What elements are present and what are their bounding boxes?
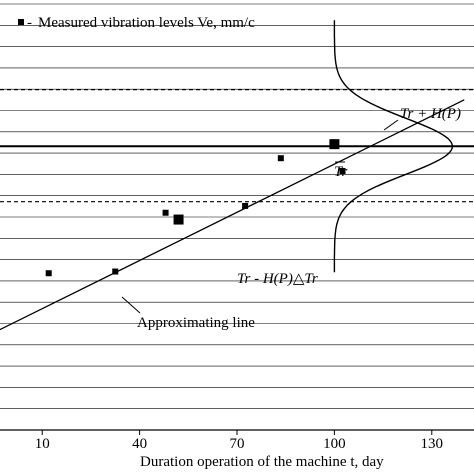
key-point xyxy=(173,214,184,225)
axis-layer: 10 40 70 100 130 xyxy=(0,429,474,452)
grid-layer xyxy=(0,3,474,431)
data-point xyxy=(242,202,249,209)
data-points-layer xyxy=(45,139,346,277)
upper-level-leader xyxy=(383,119,399,131)
x-tick-label: 40 xyxy=(132,436,147,452)
annotation-lower-level: Tr - H(P)△Tr xyxy=(237,271,318,287)
key-point xyxy=(329,139,340,150)
legend-marker xyxy=(18,19,24,25)
annotation-approximating-line: Approximating line xyxy=(137,315,255,331)
annotation-upper-level: Tr + H(P) xyxy=(400,106,461,122)
data-point xyxy=(45,270,52,277)
x-tick-label: 100 xyxy=(323,436,346,452)
distribution-curve xyxy=(333,20,454,273)
x-tick-label: 70 xyxy=(230,436,245,452)
legend-label: Measured vibration levels Ve, mm/c xyxy=(38,15,255,31)
data-point xyxy=(277,155,284,162)
approximating-line-leader xyxy=(121,296,141,314)
legend-dash: - xyxy=(27,15,32,31)
approximation-layer xyxy=(0,99,465,331)
legend: - Measured vibration levels Ve, mm/c xyxy=(18,15,255,31)
annotation-tr: Tr xyxy=(334,164,348,180)
data-point xyxy=(112,268,119,275)
data-point xyxy=(339,167,346,174)
distribution-curve-layer xyxy=(333,20,454,273)
approximating-line xyxy=(0,99,465,331)
level-layer xyxy=(0,89,474,203)
x-axis-title: Duration operation of the machine t, day xyxy=(140,454,384,470)
x-tick-label: 130 xyxy=(421,436,444,452)
data-point xyxy=(162,209,169,216)
x-tick-label: 10 xyxy=(35,436,50,452)
